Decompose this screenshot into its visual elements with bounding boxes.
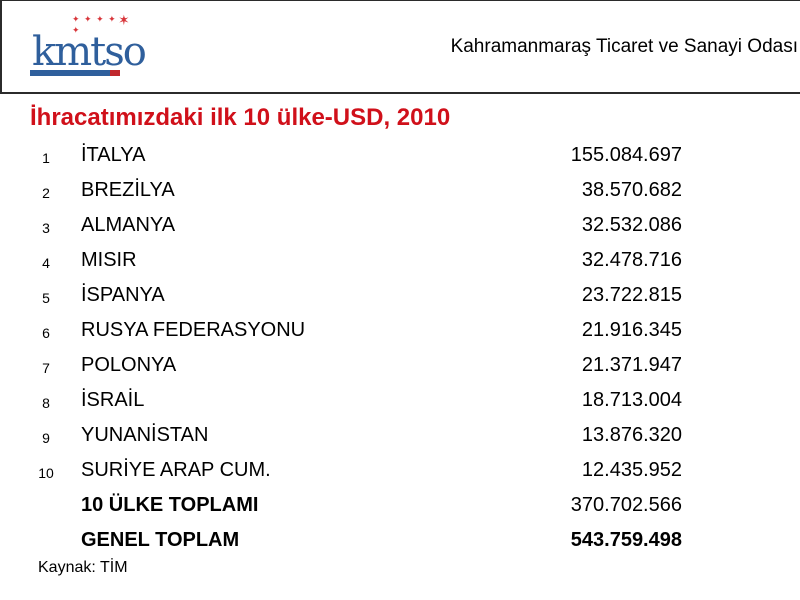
row-country: YUNANİSTAN [81,424,209,446]
row-value: 32.478.716 [581,249,682,271]
header: ✦ ✦ ✦ ✦ ✦ ✦ ✶ kmtso Kahramanmaraş Ticare… [0,0,800,94]
header-divider [0,92,800,94]
table-row: 9 YUNANİSTAN 13.876.320 [0,418,800,453]
row-country: POLONYA [81,354,177,376]
row-rank: 9 [42,430,50,446]
row-country: İSRAİL [81,389,145,411]
row-rank: 1 [42,150,50,166]
header-left-border [0,0,2,94]
logo-underline [30,70,118,76]
row-rank: 4 [42,255,50,271]
source-note: Kaynak: TİM [38,559,128,576]
row-rank: 10 [38,465,54,481]
row-country: ALMANYA [81,214,176,236]
table-row: 2 BREZİLYA 38.570.682 [0,173,800,208]
row-country: MISIR [81,249,137,271]
table-row: 7 POLONYA 21.371.947 [0,348,800,383]
total-row-top10: 10 ÜLKE TOPLAMI 370.702.566 [0,488,800,523]
row-value: 21.371.947 [581,354,682,376]
table-row: 10 SURİYE ARAP CUM. 12.435.952 [0,453,800,488]
table-row: 4 MISIR 32.478.716 [0,243,800,278]
page-title: İhracatımızdaki ilk 10 ülke-USD, 2010 [30,104,451,131]
row-country: BREZİLYA [81,179,175,201]
organization-name: Kahramanmaraş Ticaret ve Sanayi Odası [450,36,798,57]
header-top-border [0,0,800,1]
table-row: 6 RUSYA FEDERASYONU 21.916.345 [0,313,800,348]
row-country: RUSYA FEDERASYONU [81,319,306,341]
row-rank: 7 [42,360,50,376]
logo-stars-icon: ✦ ✦ ✦ ✦ ✦ ✦ [72,14,129,35]
grand-total-value: 543.759.498 [570,529,682,551]
table-row: 5 İSPANYA 23.722.815 [0,278,800,313]
row-country: İSPANYA [81,284,165,306]
row-country: SURİYE ARAP CUM. [81,459,271,481]
row-value: 32.532.086 [581,214,682,236]
logo-underline-accent [110,70,120,76]
row-value: 12.435.952 [581,459,682,481]
kmtso-logo: ✦ ✦ ✦ ✦ ✦ ✦ ✶ kmtso [28,12,147,80]
row-value: 38.570.682 [581,179,682,201]
row-rank: 6 [42,325,50,341]
total-value: 370.702.566 [570,494,682,516]
grand-total-label: GENEL TOPLAM [81,529,240,551]
row-value: 23.722.815 [581,284,682,306]
row-value: 21.916.345 [581,319,682,341]
row-value: 13.876.320 [581,424,682,446]
logo-text: kmtso [32,29,147,75]
row-value: 155.084.697 [570,144,682,166]
total-row-grand: GENEL TOPLAM 543.759.498 [0,523,800,558]
table-row: 8 İSRAİL 18.713.004 [0,383,800,418]
table-row: 3 ALMANYA 32.532.086 [0,208,800,243]
total-label: 10 ÜLKE TOPLAMI [81,494,259,516]
row-rank: 5 [42,290,50,306]
row-rank: 2 [42,185,50,201]
table-row: 1 İTALYA 155.084.697 [0,138,800,173]
row-rank: 8 [42,395,50,411]
logo-star-icon: ✶ [118,12,130,28]
row-country: İTALYA [81,144,146,166]
row-rank: 3 [42,220,50,236]
row-value: 18.713.004 [581,389,682,411]
